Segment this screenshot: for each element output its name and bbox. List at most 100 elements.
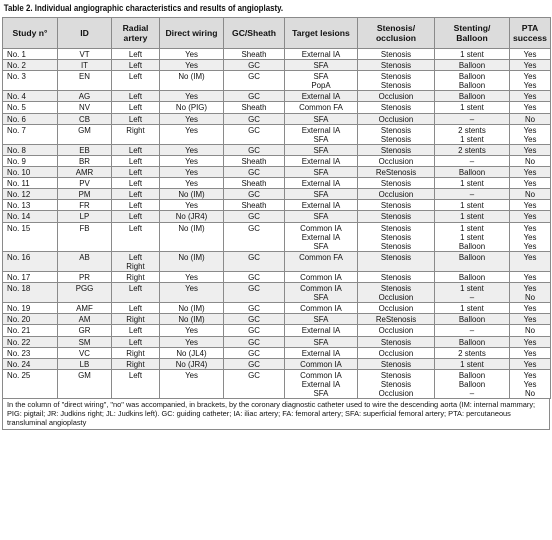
- cell-text: Yes: [185, 92, 198, 102]
- table-cell: AM: [57, 313, 112, 326]
- table-cell: 1 stent: [434, 302, 510, 315]
- cell-text: GC: [248, 252, 260, 262]
- table-cell: No. 7: [2, 123, 58, 145]
- cell-text: Stenosis: [380, 284, 412, 294]
- table-row: No. 21 GR Left Yes GC External IA Occlusion – No: [2, 324, 551, 337]
- table-cell: Common FA: [284, 101, 358, 114]
- table-cell: Yes: [159, 123, 224, 145]
- table-cell: No. 12: [2, 188, 58, 201]
- table-cell: GC: [223, 90, 285, 103]
- cell-text: Stenosis: [380, 337, 412, 347]
- table-row: No. 4 AG Left Yes GC External IA Occlusion Ball…: [2, 90, 551, 103]
- column-header-text: success: [513, 33, 547, 43]
- table-row: No. 16 AB Left Right No (IM) GC Common FA Steno…: [2, 250, 551, 272]
- table-cell: Left: [111, 59, 160, 72]
- cell-text: Common IA: [300, 223, 342, 233]
- cell-text: SFA: [313, 190, 329, 200]
- table-cell: Yes: [159, 282, 224, 304]
- table-cell: NV: [57, 101, 112, 114]
- table-cell: Stenosis: [357, 270, 435, 284]
- table-cell: Stenosis Occlusion: [357, 282, 435, 304]
- table-cell: Stenosis Stenosis Stenosis: [357, 221, 435, 252]
- cell-text: GC: [248, 304, 260, 314]
- cell-text: SFA: [313, 61, 329, 71]
- table-cell: Yes: [509, 90, 551, 103]
- table-cell: Stenosis: [357, 357, 435, 370]
- table-cell: No. 14: [2, 210, 58, 223]
- table-cell: Sheath: [223, 177, 285, 190]
- cell-text: SFA: [313, 168, 329, 178]
- table-cell: Yes: [509, 143, 551, 156]
- cell-text: Left: [128, 252, 143, 262]
- cell-text: Yes: [185, 168, 198, 178]
- cell-text: SM: [78, 337, 91, 347]
- cell-text: Occlusion: [378, 114, 414, 124]
- cell-text: SFA: [313, 389, 329, 398]
- table-row: No. 6 CB Left Yes GC SFA Occlusion – No: [2, 112, 551, 125]
- table-cell: Yes: [509, 199, 551, 212]
- cell-text: Right: [126, 348, 145, 358]
- table-cell: Yes: [509, 302, 551, 315]
- cell-text: Stenosis: [380, 232, 412, 242]
- table-cell: External IA: [284, 324, 358, 337]
- cell-text: Yes: [523, 103, 537, 113]
- table-cell: Left: [111, 188, 160, 201]
- cell-text: GC: [248, 272, 260, 282]
- table-cell: EB: [57, 143, 112, 156]
- table-cell: No. 16: [2, 250, 58, 272]
- table-cell: No (IM): [159, 313, 224, 326]
- table-cell: EN: [57, 70, 112, 92]
- table-cell: Yes: [509, 59, 551, 72]
- table-cell: 1 stent: [434, 199, 510, 212]
- table-cell: No: [509, 112, 551, 125]
- cell-text: Sheath: [241, 103, 267, 113]
- table-cell: Yes: [159, 143, 224, 156]
- cell-text: External IA: [301, 125, 341, 135]
- cell-text: No. 13: [7, 201, 31, 211]
- cell-text: No: [524, 326, 536, 336]
- column-header-text: Radial: [122, 23, 149, 33]
- cell-text: GC: [248, 212, 260, 222]
- table-cell: Stenosis: [357, 101, 435, 114]
- cell-text: SFA: [313, 293, 329, 303]
- table-cell: No. 3: [2, 70, 58, 92]
- table-cell: Left: [111, 177, 160, 190]
- cell-text: Yes: [185, 272, 198, 282]
- cell-text: Left: [128, 72, 143, 82]
- table-cell: Common IA External IA SFA: [284, 368, 358, 400]
- cell-text: Balloon: [458, 92, 486, 102]
- table-caption: Table 2. Individual angiographic charact…: [3, 3, 284, 13]
- cell-text: Left: [128, 92, 143, 102]
- table-cell: Left Right: [111, 250, 160, 272]
- table-cell: SFA: [284, 166, 358, 179]
- cell-text: GC: [248, 284, 260, 294]
- table-cell: GC: [223, 313, 285, 326]
- cell-text: GC: [248, 114, 260, 124]
- table-cell: AG: [57, 90, 112, 103]
- cell-text: 1 stent: [460, 223, 484, 233]
- table-cell: Yes: [159, 270, 224, 284]
- cell-text: No. 1: [7, 50, 26, 59]
- table-cell: Right: [111, 123, 160, 145]
- cell-text: Yes: [523, 61, 537, 71]
- cell-text: Common FA: [299, 252, 343, 262]
- cell-text: EN: [79, 72, 90, 82]
- cell-text: Yes: [523, 50, 537, 59]
- cell-text: No (PIG): [175, 103, 208, 113]
- table-cell: Stenosis Stenosis: [357, 70, 435, 92]
- table-cell: No. 11: [2, 177, 58, 190]
- cell-text: No. 14: [7, 212, 31, 222]
- cell-text: Left: [128, 179, 143, 189]
- table-cell: GC: [223, 346, 285, 359]
- table-cell: Stenosis: [357, 199, 435, 212]
- cell-text: No. 2: [7, 61, 26, 71]
- cell-text: Stenosis: [380, 145, 412, 155]
- cell-text: GC: [248, 92, 260, 102]
- cell-text: No (IM): [178, 304, 205, 314]
- cell-text: Stenosis: [380, 272, 412, 282]
- cell-text: Common IA: [300, 359, 342, 369]
- cell-text: Yes: [523, 223, 537, 233]
- cell-text: Yes: [523, 337, 537, 347]
- cell-text: Yes: [523, 272, 537, 282]
- table-cell: 1 stent –: [434, 282, 510, 304]
